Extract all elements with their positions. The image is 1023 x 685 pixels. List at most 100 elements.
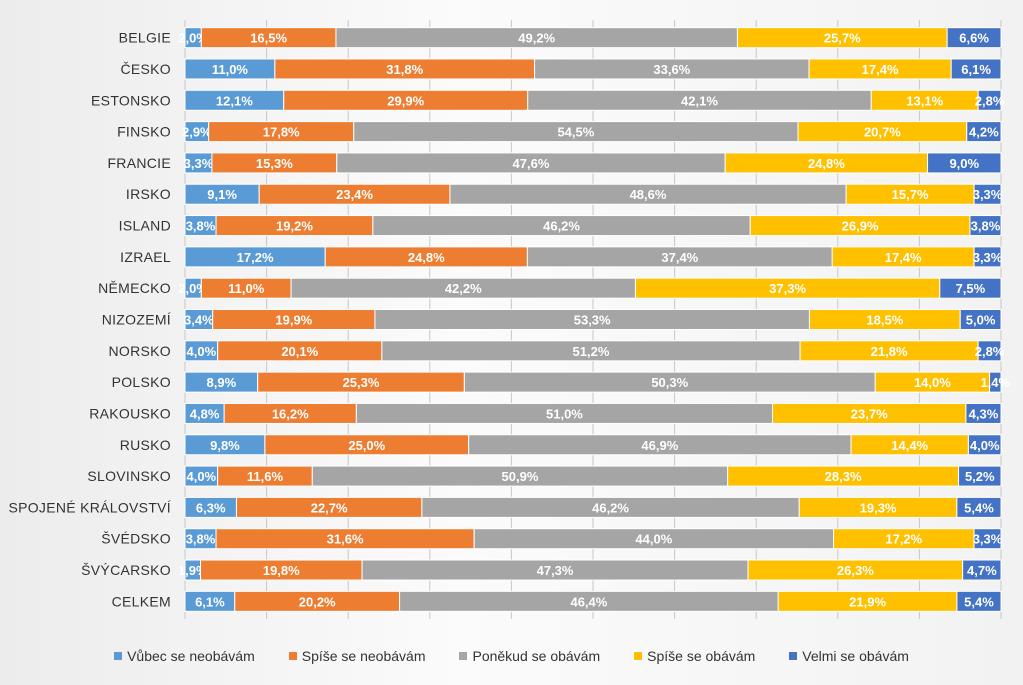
data-label-irsko-s4: 3,3%: [973, 187, 1003, 202]
data-label-cesko-s4: 6,1%: [961, 62, 991, 77]
data-label-celkem-s1: 20,2%: [299, 594, 336, 609]
data-label-finsko-s3: 20,7%: [864, 125, 901, 140]
category-label-irsko: IRSKO: [126, 186, 171, 202]
data-label-nizozemi-s2: 53,3%: [574, 313, 611, 328]
legend-swatch-vubec: [114, 652, 123, 660]
legend-swatch-spise: [634, 652, 643, 660]
data-label-francie-s2: 47,6%: [513, 156, 550, 171]
legend-item-velmi: Velmi se obávám: [789, 648, 909, 664]
category-label-svycarsko: ŠVÝCARSKO: [81, 562, 171, 578]
data-label-norsko-s1: 20,1%: [281, 344, 318, 359]
data-label-svedsko-s4: 3,3%: [973, 532, 1003, 547]
legend-item-spise: Spíše se obávám: [634, 648, 755, 664]
data-label-finsko-s4: 4,2%: [969, 125, 999, 140]
data-label-izrael-s1: 24,8%: [408, 250, 445, 265]
data-label-celkem-s4: 5,4%: [964, 594, 994, 609]
data-label-island-s4: 3,8%: [971, 219, 1001, 234]
bar-segment-rakousko-s4: [965, 402, 1002, 424]
data-label-slovinsko-s4: 5,2%: [965, 469, 995, 484]
bar-segment-irsko-s4: [973, 183, 1002, 205]
stacked-bar-chart: BELGIE 2,0% 16,5% 49,2% 25,7% 6,6%ČESKO 11,0% 3…: [8, 20, 1010, 619]
data-label-polsko-s1: 25,3%: [343, 375, 380, 390]
data-label-polsko-s3: 14,0%: [914, 375, 951, 390]
data-label-finsko-s1: 17,8%: [263, 125, 300, 140]
category-label-spojene-kralovstvi: SPOJENÉ KRÁLOVSTVÍ: [8, 499, 171, 515]
data-label-cesko-s2: 33,6%: [653, 62, 690, 77]
data-label-celkem-s3: 21,9%: [849, 594, 886, 609]
data-label-celkem-s0: 6,1%: [195, 594, 225, 609]
legend-item-vubec: Vůbec se neobávám: [114, 648, 255, 664]
category-label-svedsko: ŠVÉDSKO: [101, 531, 171, 547]
data-label-irsko-s2: 48,6%: [630, 187, 667, 202]
data-label-rakousko-s1: 16,2%: [272, 406, 309, 421]
data-label-rusko-s0: 9,8%: [210, 438, 240, 453]
data-label-belgie-s4: 6,6%: [959, 31, 989, 46]
data-label-spojene-kralovstvi-s3: 19,3%: [860, 500, 897, 515]
category-label-estonsko: ESTONSKO: [91, 92, 171, 108]
legend-swatch-velmi: [789, 652, 798, 660]
data-label-polsko-s4: 1,4%: [980, 375, 1010, 390]
data-label-svedsko-s1: 31,6%: [327, 532, 364, 547]
legend-label-spise-ne: Spíše se neobávám: [301, 648, 426, 664]
legend-label-spise: Spíše se obávám: [647, 648, 756, 664]
data-label-belgie-s3: 25,7%: [824, 31, 861, 46]
bar-segment-celkem-s4: [956, 590, 1002, 612]
data-label-rusko-s4: 4,0%: [970, 438, 1000, 453]
data-label-rakousko-s3: 23,7%: [851, 406, 888, 421]
category-label-cesko: ČESKO: [120, 61, 171, 77]
data-label-francie-s3: 24,8%: [808, 156, 845, 171]
bar-segment-belgie-s4: [946, 27, 1002, 49]
bar-segment-polsko-s4: [989, 371, 1002, 393]
data-label-cesko-s3: 17,4%: [862, 62, 899, 77]
data-label-norsko-s0: 4,0%: [187, 344, 217, 359]
legend-item-spise-ne: Spíše se neobávám: [288, 648, 426, 664]
legend-swatch-ponekud: [459, 652, 468, 660]
bar-segment-slovinsko-s4: [958, 465, 1002, 487]
data-label-cesko-s0: 11,0%: [212, 62, 249, 77]
data-label-estonsko-s0: 12,1%: [216, 93, 253, 108]
data-label-svycarsko-s2: 47,3%: [537, 563, 574, 578]
data-label-francie-s4: 9,0%: [949, 156, 979, 171]
data-label-spojene-kralovstvi-s0: 6,3%: [196, 500, 226, 515]
bar-segment-spojene-kralovstvi-s4: [956, 496, 1002, 518]
category-label-belgie: BELGIE: [119, 30, 171, 46]
data-label-svedsko-s0: 3,8%: [186, 532, 216, 547]
bar-segment-finsko-s4: [966, 121, 1002, 143]
bar-segment-svycarsko-s4: [962, 559, 1002, 581]
data-label-estonsko-s2: 42,1%: [681, 93, 718, 108]
data-label-rusko-s1: 25,0%: [348, 438, 385, 453]
bar-segment-nemecko-s4: [939, 277, 1002, 299]
data-label-finsko-s2: 54,5%: [557, 125, 594, 140]
data-label-spojene-kralovstvi-s4: 5,4%: [964, 500, 994, 515]
bar-segment-rusko-s4: [967, 434, 1002, 456]
data-label-izrael-s2: 37,4%: [661, 250, 698, 265]
data-label-slovinsko-s2: 50,9%: [502, 469, 539, 484]
bar-segment-cesko-s4: [950, 58, 1002, 80]
category-label-polsko: POLSKO: [112, 374, 171, 390]
bar-segment-svedsko-s4: [973, 528, 1002, 550]
data-label-nizozemi-s0: 3,4%: [184, 313, 214, 328]
category-label-francie: FRANCIE: [107, 155, 171, 171]
data-label-irsko-s0: 9,1%: [207, 187, 237, 202]
data-label-spojene-kralovstvi-s2: 46,2%: [592, 500, 629, 515]
data-label-svedsko-s3: 17,2%: [885, 532, 922, 547]
category-label-slovinsko: SLOVINSKO: [87, 468, 171, 484]
data-label-svycarsko-s3: 26,3%: [837, 563, 874, 578]
data-label-island-s0: 3,8%: [186, 219, 216, 234]
data-label-rusko-s2: 46,9%: [641, 438, 678, 453]
data-label-irsko-s1: 23,4%: [336, 187, 373, 202]
data-label-rakousko-s0: 4,8%: [190, 406, 220, 421]
data-label-nemecko-s4: 7,5%: [956, 281, 986, 296]
data-label-svycarsko-s1: 19,8%: [263, 563, 300, 578]
bar-segment-francie-s4: [927, 152, 1002, 174]
category-label-island: ISLAND: [119, 218, 171, 234]
data-label-island-s1: 19,2%: [276, 219, 313, 234]
data-label-izrael-s0: 17,2%: [237, 250, 274, 265]
data-label-slovinsko-s1: 11,6%: [247, 469, 284, 484]
category-label-norsko: NORSKO: [109, 343, 171, 359]
data-label-svycarsko-s4: 4,7%: [967, 563, 997, 578]
data-label-island-s2: 46,2%: [543, 219, 580, 234]
bar-segment-island-s4: [969, 215, 1002, 237]
category-label-nemecko: NĚMECKO: [98, 280, 171, 296]
